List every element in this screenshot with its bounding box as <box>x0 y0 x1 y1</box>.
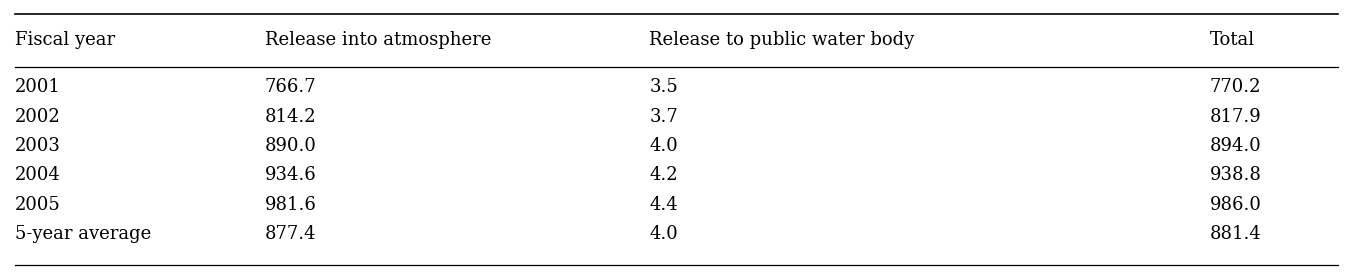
Text: 817.9: 817.9 <box>1210 108 1261 126</box>
Text: 894.0: 894.0 <box>1210 137 1261 155</box>
Text: 881.4: 881.4 <box>1210 225 1261 243</box>
Text: 986.0: 986.0 <box>1210 196 1262 214</box>
Text: 2002: 2002 <box>15 108 61 126</box>
Text: 5-year average: 5-year average <box>15 225 152 243</box>
Text: 2005: 2005 <box>15 196 61 214</box>
Text: 938.8: 938.8 <box>1210 166 1262 184</box>
Text: 4.0: 4.0 <box>649 137 678 155</box>
Text: 2001: 2001 <box>15 78 61 96</box>
Text: 4.0: 4.0 <box>649 225 678 243</box>
Text: 3.5: 3.5 <box>649 78 678 96</box>
Text: 2004: 2004 <box>15 166 61 184</box>
Text: Total: Total <box>1210 31 1256 48</box>
Text: 934.6: 934.6 <box>265 166 317 184</box>
Text: 981.6: 981.6 <box>265 196 317 214</box>
Text: 3.7: 3.7 <box>649 108 678 126</box>
Text: 4.4: 4.4 <box>649 196 678 214</box>
Text: Release into atmosphere: Release into atmosphere <box>265 31 491 48</box>
Text: 766.7: 766.7 <box>265 78 317 96</box>
Text: 877.4: 877.4 <box>265 225 317 243</box>
Text: Fiscal year: Fiscal year <box>15 31 115 48</box>
Text: 814.2: 814.2 <box>265 108 317 126</box>
Text: 890.0: 890.0 <box>265 137 317 155</box>
Text: Release to public water body: Release to public water body <box>649 31 915 48</box>
Text: 2003: 2003 <box>15 137 61 155</box>
Text: 770.2: 770.2 <box>1210 78 1261 96</box>
Text: 4.2: 4.2 <box>649 166 678 184</box>
